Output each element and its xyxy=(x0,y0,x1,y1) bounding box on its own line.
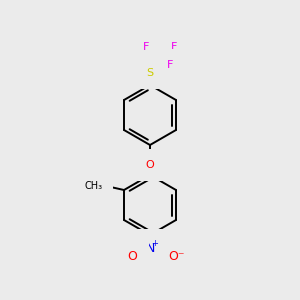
Text: F: F xyxy=(143,42,149,52)
Text: O: O xyxy=(146,160,154,170)
Text: N: N xyxy=(145,242,155,254)
Text: F: F xyxy=(171,42,177,52)
Text: S: S xyxy=(146,68,154,78)
Text: CH₃: CH₃ xyxy=(85,181,103,191)
Text: +: + xyxy=(152,238,158,247)
Text: F: F xyxy=(167,60,173,70)
Text: O: O xyxy=(127,250,137,262)
Text: O⁻: O⁻ xyxy=(168,250,184,262)
